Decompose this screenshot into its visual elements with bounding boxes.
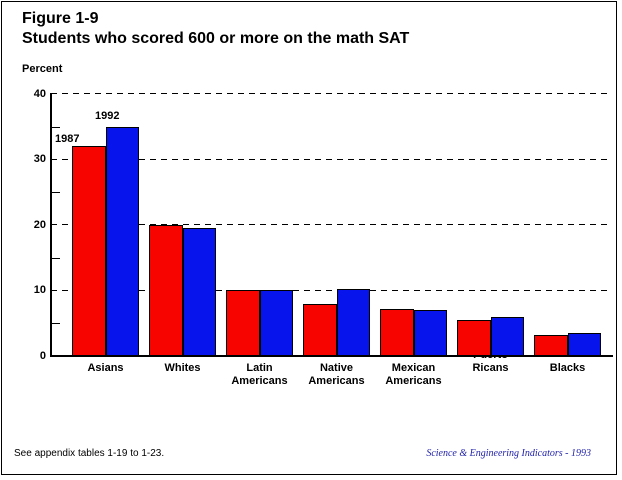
- bar-1987-puerto-ricans: [457, 319, 491, 356]
- y-tick-label-0: 0: [39, 350, 46, 362]
- bar-1987-latin-americans: [226, 290, 260, 356]
- category-label-blacks: Blacks: [549, 362, 586, 374]
- minor-tick-25: [51, 192, 60, 194]
- y-axis-line: [50, 93, 52, 356]
- appendix-footnote: See appendix tables 1-19 to 1-23.: [14, 448, 165, 459]
- series-label-1992: 1992: [95, 110, 120, 122]
- figure-number: Figure 1-9: [22, 10, 99, 27]
- bar-1987-blacks: [534, 335, 568, 356]
- minor-tick-5: [51, 323, 60, 325]
- minor-tick-35: [51, 126, 60, 128]
- bar-1992-native-americans: [336, 289, 370, 356]
- bar-1987-native-americans: [303, 303, 337, 356]
- figure-title: Students who scored 600 or more on the m…: [22, 30, 410, 47]
- category-label-whites: Whites: [164, 362, 201, 374]
- bar-1992-blacks: [567, 333, 601, 356]
- y-tick-label-10: 10: [33, 284, 46, 297]
- bar-1987-asians: [72, 146, 106, 356]
- gridline-10: [51, 289, 608, 291]
- category-label-asians: Asians: [87, 362, 124, 374]
- bar-1992-asians: [105, 126, 139, 356]
- bar-1992-latin-americans: [259, 290, 293, 356]
- category-label-mexican-americans: Mexican Americans: [385, 362, 442, 387]
- gridline-30: [51, 158, 608, 160]
- gridline-20: [51, 224, 608, 226]
- bar-1987-mexican-americans: [380, 308, 414, 356]
- bar-1992-puerto-ricans: [490, 316, 524, 356]
- gridline-40: [51, 93, 608, 95]
- y-axis-unit-label: Percent: [22, 63, 63, 75]
- bar-1992-whites: [182, 228, 216, 356]
- bar-1987-whites: [149, 224, 183, 356]
- bar-1992-mexican-americans: [413, 310, 447, 356]
- y-tick-label-40: 40: [33, 87, 46, 100]
- category-label-latin-americans: Latin Americans: [231, 362, 288, 387]
- minor-tick-15: [51, 257, 60, 259]
- y-tick-label-20: 20: [33, 218, 46, 231]
- category-label-native-americans: Native Americans: [308, 362, 365, 387]
- source-credit: Science & Engineering Indicators - 1993: [426, 448, 591, 459]
- y-tick-label-30: 30: [33, 153, 46, 166]
- x-axis-line: [50, 355, 613, 357]
- figure-border: [1, 1, 617, 475]
- series-label-1987: 1987: [55, 133, 80, 145]
